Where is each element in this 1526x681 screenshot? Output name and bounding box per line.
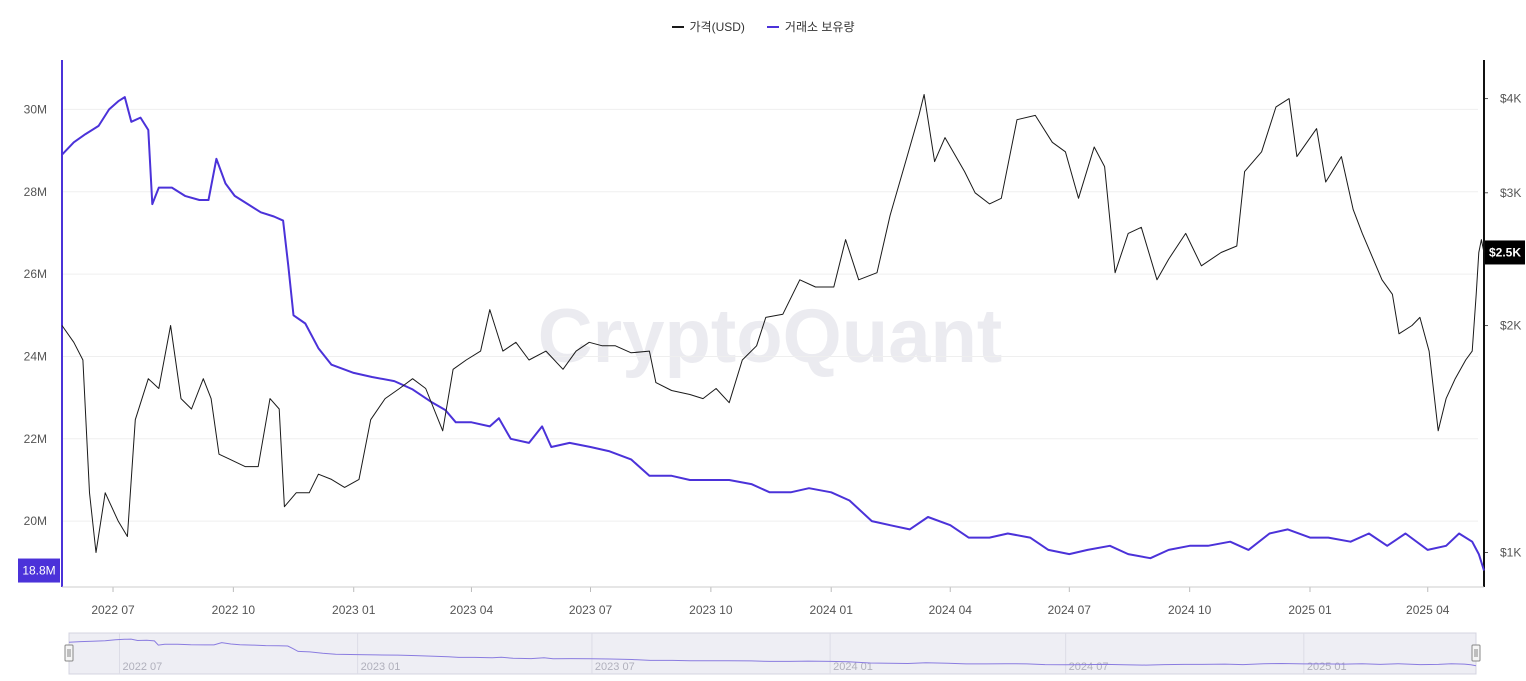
price-badge-label: $2.5K: [1489, 245, 1521, 259]
x-tick-label: 2024 01: [810, 603, 854, 617]
series-line-price: [61, 94, 1485, 553]
y-right-tick-label: $1K: [1500, 546, 1521, 560]
x-tick-label: 2024 07: [1048, 603, 1092, 617]
y-left-tick-label: 26M: [24, 267, 47, 281]
navigator-bg: [68, 632, 1477, 675]
legend-label-reserve: 거래소 보유량: [784, 20, 855, 34]
x-tick-label: 2025 04: [1406, 603, 1450, 617]
navigator-tick-label: 2023 07: [595, 661, 635, 673]
y-left-tick-label: 28M: [24, 185, 47, 199]
x-tick-label: 2024 10: [1168, 603, 1212, 617]
watermark: CryptoQuant: [538, 294, 1002, 379]
legend-swatch-price: [671, 25, 684, 28]
chart-legend: 가격(USD) 거래소 보유량: [0, 18, 1526, 35]
navigator-tick-label: 2025 01: [1307, 661, 1347, 673]
x-tick-label: 2022 07: [91, 603, 135, 617]
x-tick-label: 2023 01: [332, 603, 376, 617]
navigator-tick-label: 2024 01: [833, 661, 873, 673]
navigator-tick-label: 2022 07: [122, 661, 162, 673]
series-line-reserve: [61, 96, 1485, 571]
y-left-tick-label: 22M: [24, 432, 47, 446]
y-left-tick-label: 24M: [24, 349, 47, 363]
y-right-tick-label: $2K: [1500, 319, 1521, 333]
legend-label-price: 가격(USD): [689, 20, 745, 34]
y-right-tick-label: $3K: [1500, 186, 1521, 200]
y-left-tick-label: 30M: [24, 102, 47, 116]
legend-item-reserve[interactable]: 거래소 보유량: [766, 18, 855, 35]
legend-swatch-reserve: [766, 25, 779, 28]
navigator-tick-label: 2023 01: [361, 661, 401, 673]
range-navigator[interactable]: 2022 07 2023 01 2023 07 2024 01 2024 07 2025 …: [64, 632, 1481, 675]
reserve-badge-bg: [18, 558, 60, 583]
x-tick-label: 2024 04: [929, 603, 973, 617]
legend-item-price[interactable]: 가격(USD): [671, 18, 745, 35]
navigator-handle-right[interactable]: [1471, 644, 1481, 662]
navigator-series-line: [68, 638, 1477, 667]
reserve-badge-label: 18.8M: [22, 564, 55, 578]
y-left-tick-label: 20M: [24, 514, 47, 528]
navigator-handle-left[interactable]: [64, 644, 74, 662]
x-tick-label: 2023 04: [450, 603, 494, 617]
x-tick-label: 2023 10: [689, 603, 733, 617]
price-badge-bg: [1485, 240, 1525, 265]
x-tick-label: 2023 07: [569, 603, 613, 617]
y-right-tick-label: $4K: [1500, 92, 1521, 106]
navigator-tick-label: 2024 07: [1069, 661, 1109, 673]
series-layer: [61, 94, 1485, 571]
axes: 20M 22M 24M 26M 28M 30M $1K $2K $3K $4K 2022 07 202…: [24, 60, 1521, 617]
x-tick-label: 2025 01: [1288, 603, 1332, 617]
value-badges: 18.8M $2.5K: [18, 240, 1525, 583]
x-tick-label: 2022 10: [212, 603, 256, 617]
